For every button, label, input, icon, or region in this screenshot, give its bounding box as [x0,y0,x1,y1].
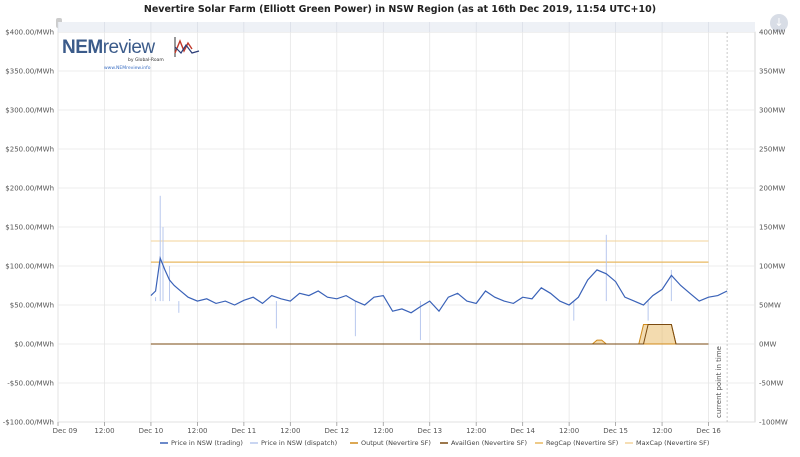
logo-url[interactable]: www.NEMreview.info [104,66,151,71]
y-right-tick-label: 300MW [759,107,785,115]
x-tick-label: Dec 16 [696,427,721,435]
series-lines [150,195,728,345]
y-left-tick-label: $350.00/MWh [5,68,54,76]
x-tick-label: Dec 15 [603,427,628,435]
x-tick-label: 12:00 [466,427,486,435]
y-right-tick-label: 200MW [759,185,785,193]
y-left-tick-label: $300.00/MWh [5,107,54,115]
x-tick-label: Dec 09 [53,427,78,435]
y-left-tick-label: $250.00/MWh [5,146,54,154]
legend-item-label: RegCap (Nevertire SF) [546,439,618,447]
x-tick-label: Dec 11 [232,427,257,435]
logo-review: review [102,37,155,58]
current-time-label: current point in time [715,346,723,418]
y-right-tick-label: 250MW [759,146,785,154]
x-tick-label: Dec 12 [324,427,349,435]
x-tick-label: 12:00 [652,427,672,435]
grid-lines [57,31,756,423]
logo-byline: by Global-Roam [128,58,164,63]
y-left-tick-label: $100.00/MWh [5,263,54,271]
legend-item-label: Price in NSW (dispatch) [261,439,337,447]
y-right-tick-label: 50MW [759,302,781,310]
legend: Price in NSW (trading) Price in NSW (disp… [160,439,709,447]
y-right-tick-label: -100MW [759,419,788,427]
y-right-tick-label: 100MW [759,263,785,271]
logo-nem: NEM [62,37,103,58]
y-left-tick-label: -$50.00/MWh [7,380,54,388]
logo-graph-icon [174,37,200,57]
x-tick-label: 12:00 [559,427,579,435]
x-tick-label: Dec 14 [510,427,535,435]
x-tick-label: 12:00 [94,427,114,435]
download-icon[interactable]: ↓ [770,14,788,32]
y-right-tick-label: 150MW [759,224,785,232]
y-left-tick-label: $150.00/MWh [5,224,54,232]
x-tick-label: Dec 13 [417,427,442,435]
trading-price-line [150,255,728,314]
y-left-tick-label: $200.00/MWh [5,185,54,193]
y-right-tick-label: 350MW [759,68,785,76]
nemreview-logo: NEMreview by Global-Roam www.NEMreview.i… [60,33,210,78]
y-left-tick-label: $400.00/MWh [5,29,54,37]
y-left-tick-label: -$100.00/MWh [3,419,54,427]
legend-item-label: AvailGen (Nevertire SF) [451,439,527,447]
x-tick-label: 12:00 [373,427,393,435]
timeline-band [57,22,755,32]
y-right-tick-label: 0MW [759,341,776,349]
legend-item-label: MaxCap (Nevertire SF) [636,439,709,447]
availgen-line [150,324,709,345]
y-left-tick-label: $50.00/MWh [10,302,54,310]
y-right-tick-label: 400MW [759,29,785,37]
timeline-band-bg [58,22,755,32]
x-tick-label: 12:00 [187,427,207,435]
x-tick-label: Dec 10 [139,427,164,435]
legend-item-label: Output (Nevertire SF) [361,439,431,447]
y-right-tick-label: -50MW [759,380,783,388]
legend-item-label: Price in NSW (trading) [171,439,243,447]
x-tick-label: 12:00 [280,427,300,435]
logo-text: NEMreview [62,37,155,59]
chart-title: Nevertire Solar Farm (Elliott Green Powe… [143,4,657,15]
axes: -$100.00/MWh -100MW -$50.00/MWh -50MW $0.00/… [3,29,788,436]
y-left-tick-label: $0.00/MWh [14,341,54,349]
